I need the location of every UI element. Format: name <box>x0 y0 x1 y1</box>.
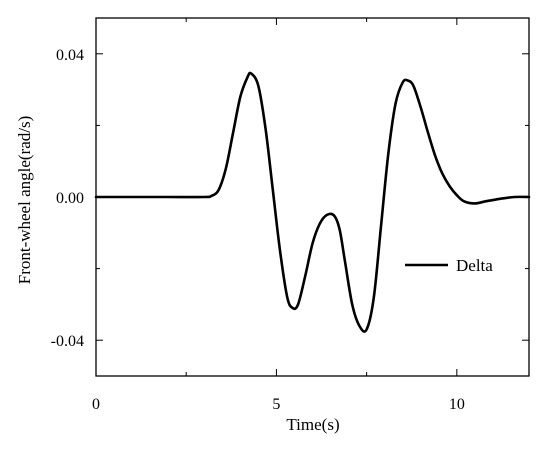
x-tick-label-10: 10 <box>449 396 465 413</box>
series-line-delta <box>94 71 531 333</box>
x-tick-label-5: 5 <box>272 396 280 413</box>
legend-label-delta: Delta <box>456 256 493 275</box>
legend: Delta <box>405 256 493 275</box>
series-layer <box>94 71 531 333</box>
x-tick-label-0: 0 <box>92 396 100 413</box>
y-axis-title: Front-wheel angle(rad/s) <box>15 116 34 285</box>
y-tick-label-0.04: 0.04 <box>56 47 84 64</box>
y-tick-label-0: 0.00 <box>56 190 84 207</box>
x-axis-title: Time(s) <box>286 415 339 434</box>
y-tick-label--0.04: -0.04 <box>51 333 84 350</box>
ticks-layer: 0 5 10 -0.04 0.00 0.04 <box>51 18 529 413</box>
